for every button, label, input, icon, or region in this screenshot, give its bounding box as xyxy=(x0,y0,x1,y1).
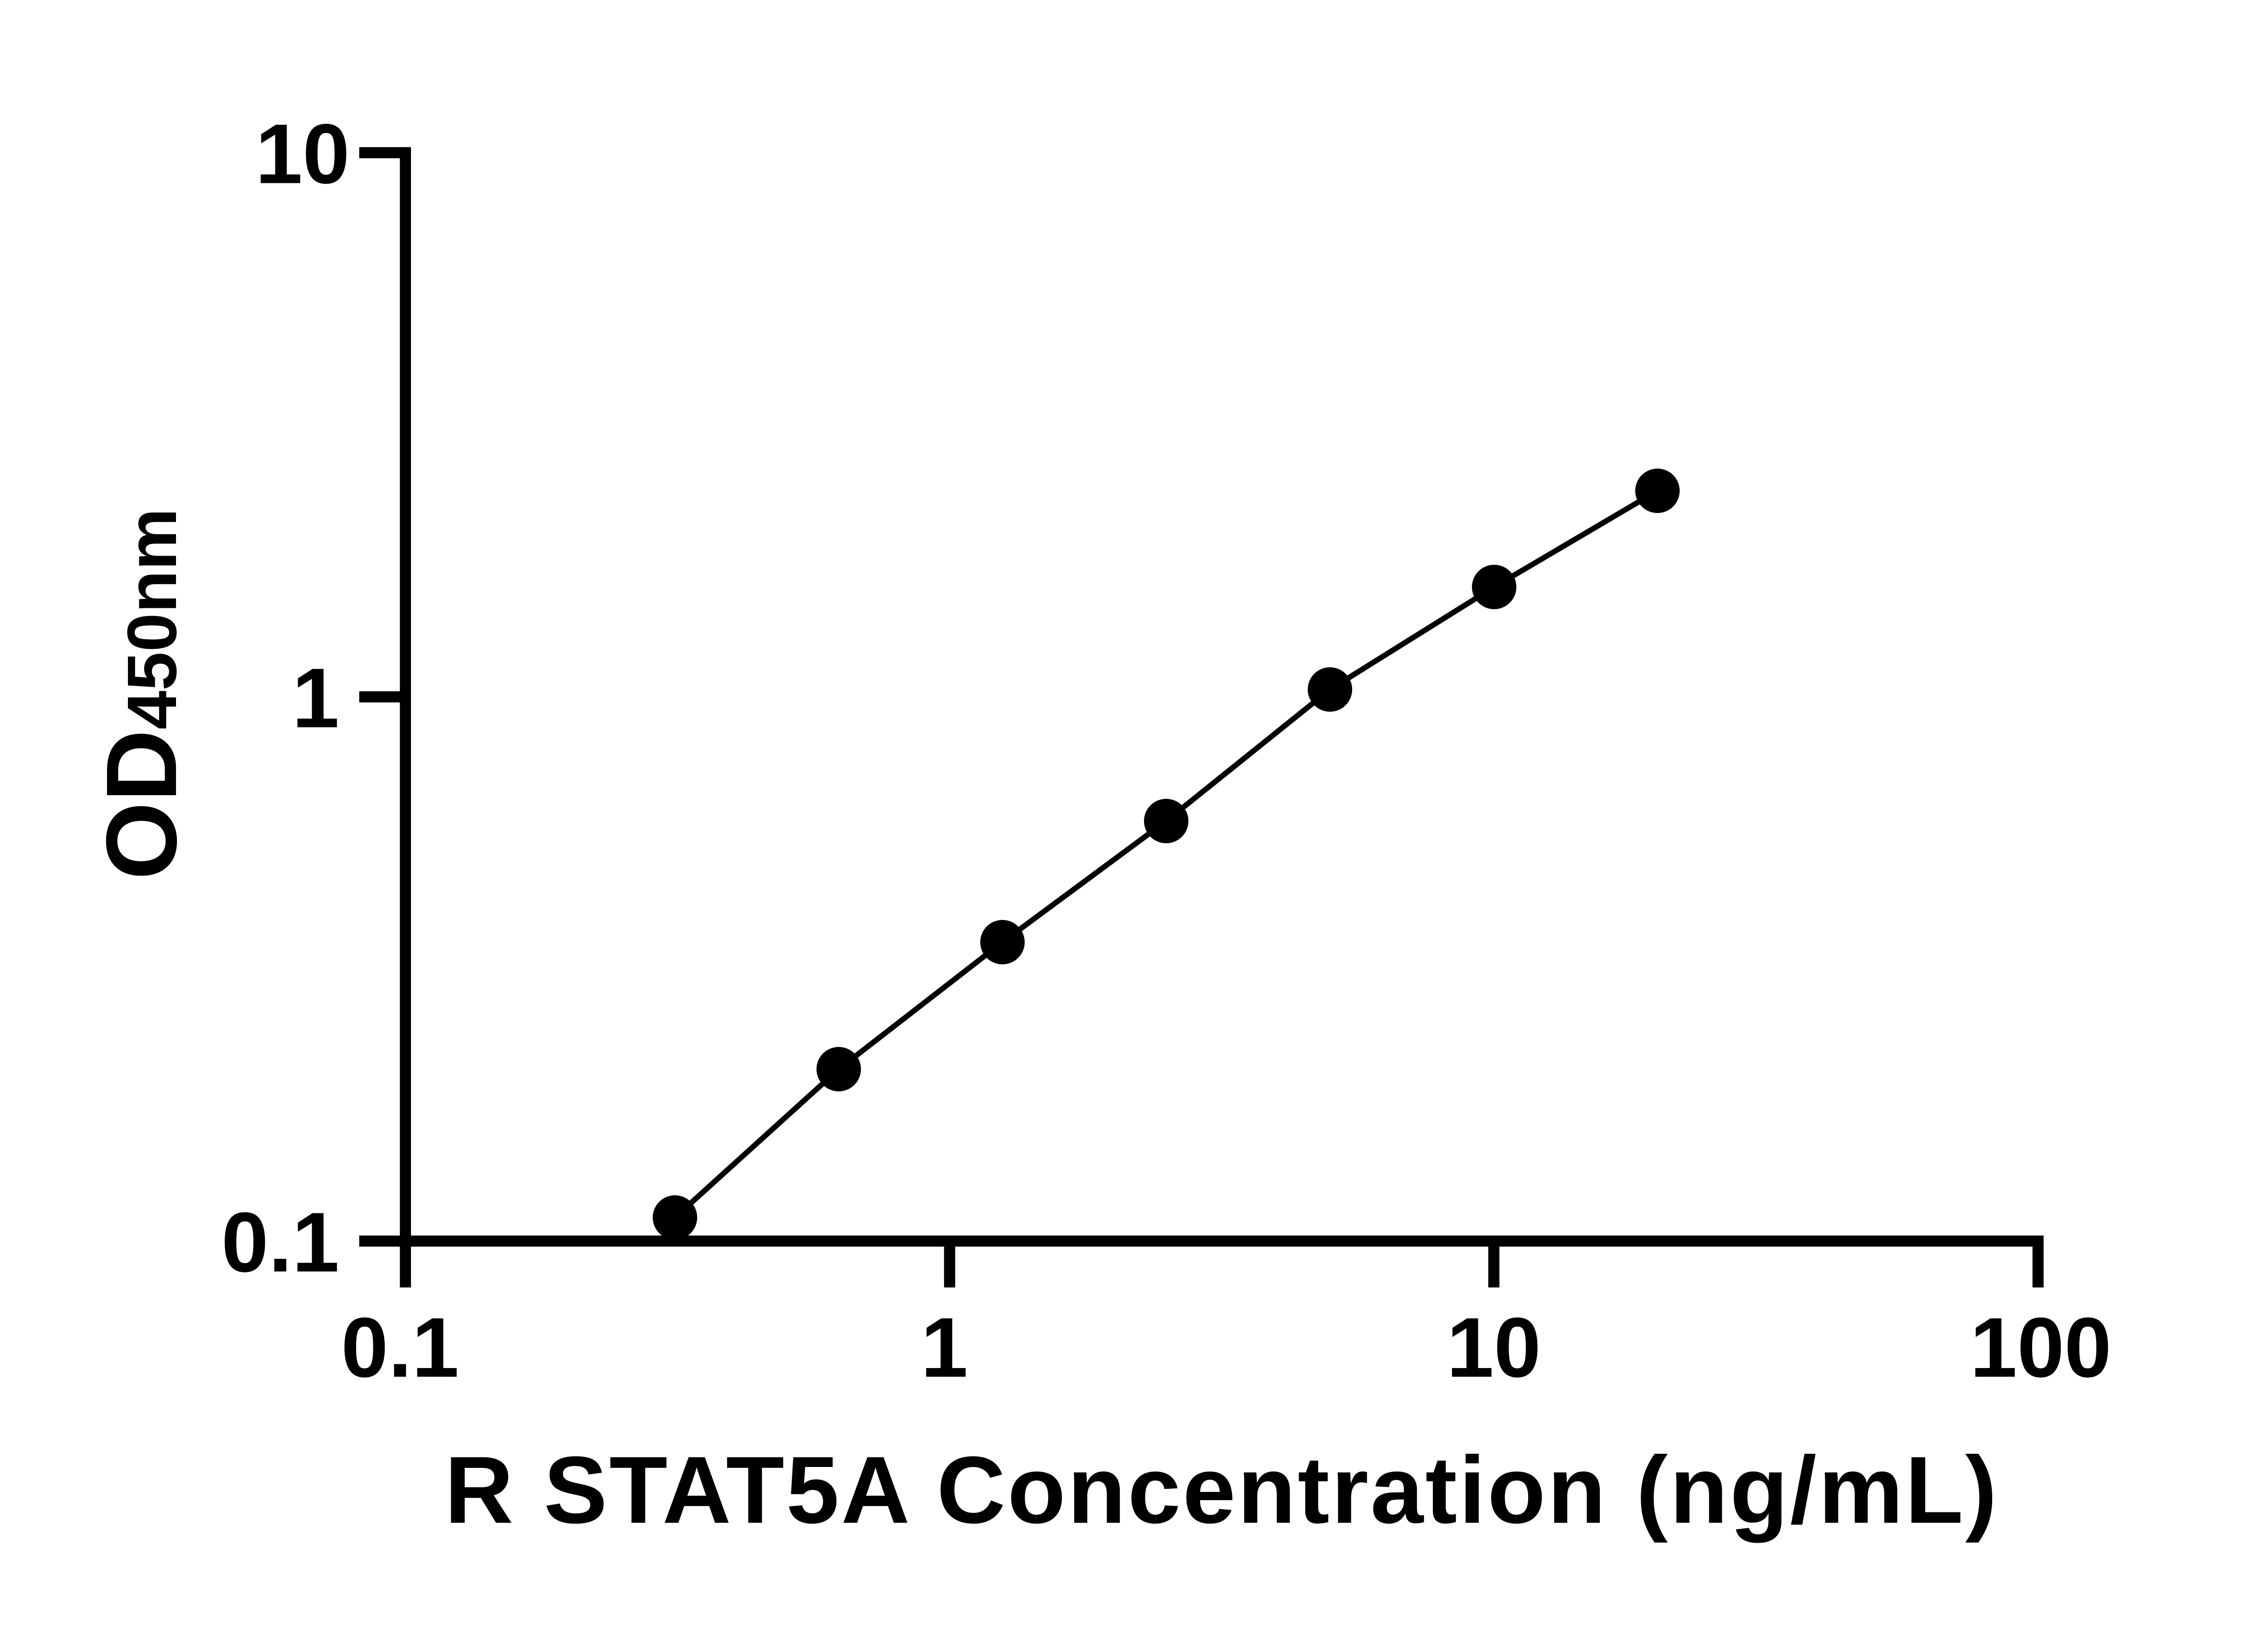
svg-text:0.1: 0.1 xyxy=(341,1300,459,1395)
svg-text:1: 1 xyxy=(292,650,339,745)
svg-text:R STAT5A Concentration (ng/mL): R STAT5A Concentration (ng/mL) xyxy=(445,1437,1999,1543)
svg-text:100: 100 xyxy=(1970,1300,2112,1395)
svg-text:1: 1 xyxy=(921,1300,968,1395)
svg-text:10: 10 xyxy=(255,107,350,201)
svg-text:0.1: 0.1 xyxy=(221,1195,339,1290)
svg-text:10: 10 xyxy=(1447,1300,1541,1395)
svg-text:OD450nm: OD450nm xyxy=(85,508,197,880)
